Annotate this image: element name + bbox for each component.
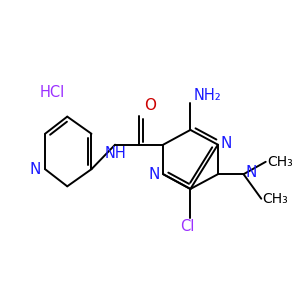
Text: N: N — [245, 165, 256, 180]
Text: NH: NH — [104, 146, 126, 161]
Text: Cl: Cl — [180, 219, 195, 234]
Text: HCl: HCl — [40, 85, 65, 100]
Text: CH₃: CH₃ — [267, 155, 293, 169]
Text: N: N — [29, 162, 41, 177]
Text: O: O — [144, 98, 156, 113]
Text: NH₂: NH₂ — [193, 88, 221, 103]
Text: N: N — [221, 136, 232, 151]
Text: CH₃: CH₃ — [263, 192, 289, 206]
Text: N: N — [149, 167, 160, 182]
